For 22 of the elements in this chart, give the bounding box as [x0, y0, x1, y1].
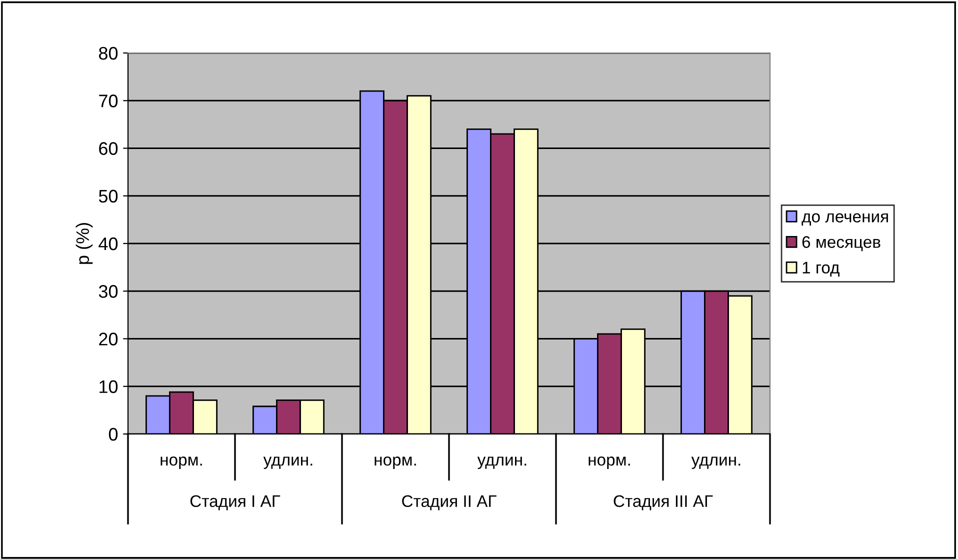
- x-tick-label: норм.: [588, 456, 630, 469]
- y-tick-label: 80: [98, 46, 118, 60]
- y-tick-label: 70: [99, 94, 118, 108]
- x-tick-label: удлин.: [477, 456, 526, 469]
- x-tick-label: удлин.: [691, 456, 740, 469]
- y-tick-label: 60: [99, 142, 118, 155]
- text: Стадия III АГ: [614, 495, 713, 510]
- x-tick-label: удлин.: [263, 456, 312, 469]
- y-tick-label: 10: [100, 380, 118, 394]
- x-tick-label: норм.: [160, 456, 202, 469]
- text: Стадия II АГ: [402, 495, 496, 510]
- y-tick-label: 30: [98, 285, 118, 298]
- y-tick-label: 0: [108, 428, 118, 441]
- text: Стадия I АГ: [190, 495, 280, 510]
- y-tick-label: 40: [98, 237, 118, 250]
- legend-label: до лечения: [802, 213, 888, 226]
- legend-label: 6 месяцев: [802, 236, 880, 252]
- x-tick-label: норм.: [374, 456, 416, 469]
- y-tick-label: 50: [98, 190, 118, 203]
- y-axis-title: p (%): [76, 223, 93, 264]
- legend-label: 1 год: [802, 262, 840, 277]
- y-tick-label: 20: [99, 332, 118, 346]
